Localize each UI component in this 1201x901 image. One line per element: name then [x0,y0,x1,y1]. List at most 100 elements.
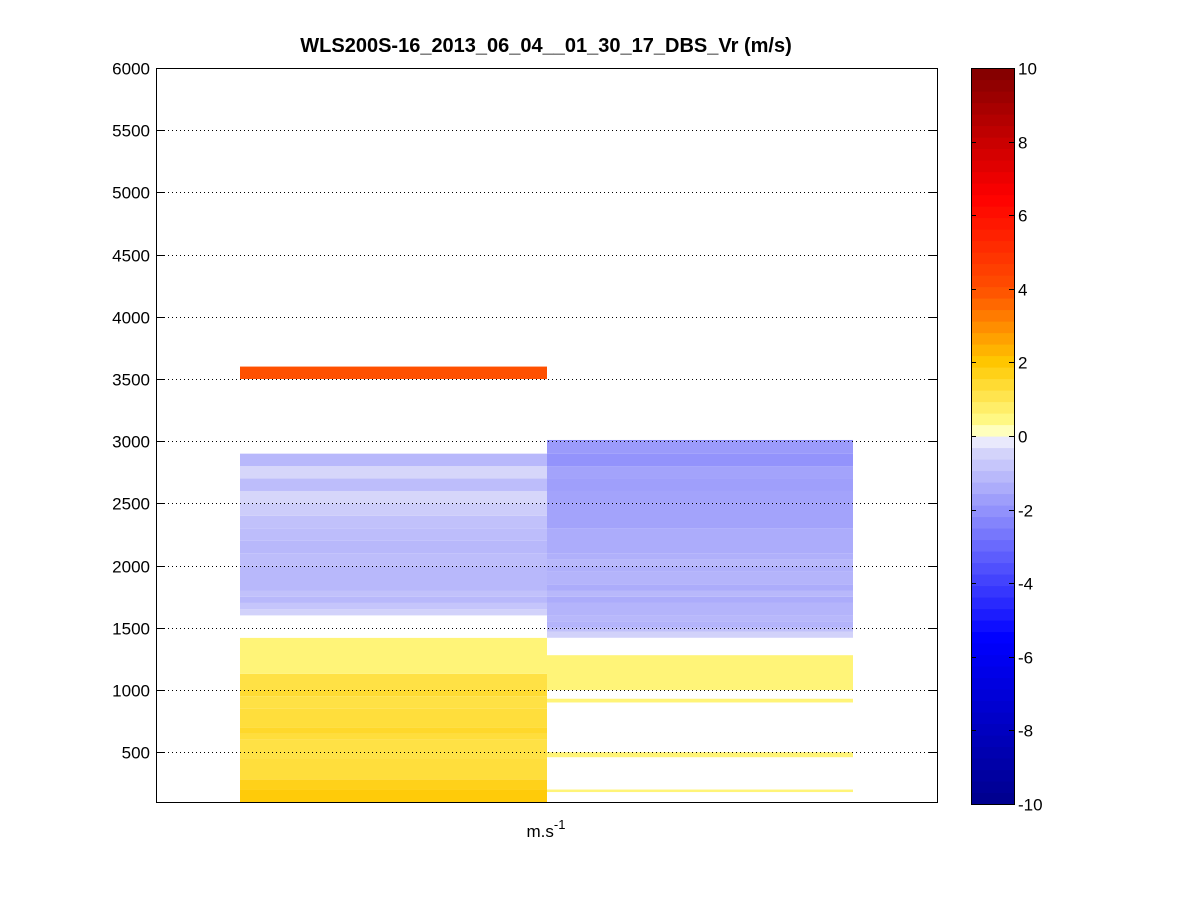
heatmap-cell [547,553,853,560]
colorbar-band [971,367,1014,380]
heatmap-cell [240,478,547,491]
colorbar-band [971,654,1014,667]
y-tick-label: 2000 [112,558,150,577]
heatmap-cell [240,779,547,790]
plot-area [156,68,938,803]
chart-title: WLS200S-16_2013_06_04__01_30_17_DBS_Vr (… [300,35,791,57]
colorbar-band [971,700,1014,713]
colorbar-band [971,160,1014,173]
heatmap-cell [240,708,547,728]
colorbar-band [971,551,1014,564]
colorbar-band [971,620,1014,633]
colorbar-band [971,344,1014,357]
heatmap-cell [547,466,853,479]
colorbar-band [971,401,1014,414]
colorbar-band [971,390,1014,403]
heatmap-cell [547,584,853,591]
colorbar-band [971,792,1014,805]
heatmap-cell [547,528,853,554]
heatmap-cell [240,453,547,467]
colorbar-tick-label: -4 [1018,575,1033,594]
colorbar-band [971,102,1014,115]
heatmap-cell [547,631,853,638]
heatmap-cell [547,602,853,616]
x-axis-label-sup: -1 [554,817,566,832]
heatmap-cell [240,590,547,597]
colorbar-band [971,666,1014,679]
colorbar-band [971,252,1014,265]
colorbar-band [971,194,1014,207]
colorbar-band [971,148,1014,161]
y-axis: 500 1000 1500 2000 2500 3000 3500 4000 4500 5000 5… [112,60,937,763]
heatmap-cell [240,490,547,504]
colorbar-band [971,516,1014,529]
y-tick-label: 5500 [112,122,150,141]
heatmap-cell [547,571,853,585]
heatmap-cell [240,733,547,740]
colorbar-band [971,217,1014,230]
heatmap-cell [240,637,547,674]
x-axis-label: m.s-1 [527,817,566,841]
heatmap-cell [240,696,547,709]
colorbar-band [971,459,1014,472]
colorbar-band [971,585,1014,598]
colorbar-band [971,493,1014,506]
heatmap-cell [547,590,853,597]
colorbar-band [971,528,1014,541]
colorbar-band [971,505,1014,518]
colorbar-band [971,539,1014,552]
heatmap-cell [240,466,547,479]
heatmap-cell [547,615,853,622]
heatmap-cell [240,602,547,610]
heatmap-cell [240,739,547,759]
colorbar-band [971,171,1014,184]
colorbar-tick-label: 4 [1018,281,1027,300]
y-tick-label: 1000 [112,682,150,701]
heatmap-cell [240,673,547,691]
colorbar-band [971,263,1014,276]
heatmap-cell [547,627,853,632]
heatmap-cell [547,441,853,454]
colorbar-tick-label: -2 [1018,502,1033,521]
colorbar-band [971,114,1014,127]
heatmap-cell [240,596,547,603]
colorbar-band [971,746,1014,759]
y-tick-label: 2500 [112,495,150,514]
colorbar-band [971,298,1014,311]
colorbar-band [971,597,1014,610]
heatmap-cell [240,758,547,780]
colorbar-tick-label: 8 [1018,134,1027,153]
colorbar-band [971,309,1014,322]
colorbar-band [971,643,1014,656]
heatmap-cell [547,490,853,504]
heatmap-cell [240,690,547,697]
heatmap-cell [547,752,853,758]
colorbar-band [971,631,1014,644]
colorbar-band [971,689,1014,702]
colorbar-band [971,206,1014,219]
colorbar-band [971,712,1014,725]
colorbar-band [971,436,1014,449]
heatmap-cell [547,789,853,793]
heatmap-cell [547,698,853,703]
colorbar-band [971,125,1014,138]
colorbar-band [971,137,1014,150]
colorbar-band [971,574,1014,587]
heatmap-cell [240,553,547,566]
heatmap-cell [240,366,547,380]
heatmap-cell [547,565,853,572]
colorbar-band [971,229,1014,242]
heatmap-cell [240,565,547,591]
colorbar-band [971,68,1014,81]
colorbar-band [971,562,1014,575]
heatmap-cell [547,439,853,442]
colorbar-band [971,286,1014,299]
colorbar-band [971,470,1014,483]
colorbar-tick-label: 0 [1018,428,1027,447]
colorbar-tick-label: -6 [1018,649,1033,668]
colorbar-band [971,240,1014,253]
y-tick-label: 3500 [112,371,150,390]
x-axis-label-base: m.s [527,822,554,841]
colorbar-band [971,723,1014,736]
